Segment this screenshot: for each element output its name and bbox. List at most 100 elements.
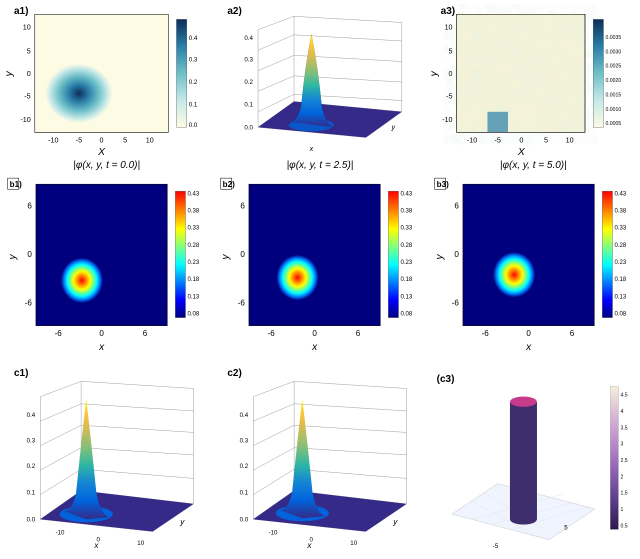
svg-text:0: 0 [454,250,459,259]
svg-text:0.0020: 0.0020 [605,78,621,84]
svg-text:6: 6 [356,329,361,338]
svg-text:0.3: 0.3 [240,438,249,445]
svg-text:6: 6 [241,201,246,210]
tag-c1: c1) [14,368,28,379]
svg-text:y: y [393,517,399,526]
surface-c1: x y 0.00.10.20.30.4 -10010 [4,366,209,555]
svg-text:0.0035: 0.0035 [605,35,621,41]
svg-text:0: 0 [99,329,104,338]
svg-text:0.0015: 0.0015 [605,92,621,98]
svg-text:6: 6 [569,329,574,338]
svg-text:0: 0 [519,137,523,145]
svg-text:-10: -10 [442,116,452,124]
svg-text:0.4: 0.4 [240,412,249,419]
svg-text:-6: -6 [268,329,276,338]
svg-text:0: 0 [310,537,314,544]
svg-text:0.3: 0.3 [245,56,254,63]
svg-text:2: 2 [620,474,623,480]
svg-text:0.4: 0.4 [245,35,254,42]
svg-text:10: 10 [351,540,358,547]
svg-text:5: 5 [123,137,127,145]
svg-text:y: y [4,70,15,77]
svg-text:0: 0 [27,70,31,78]
svg-text:-10: -10 [269,530,278,537]
svg-text:-10: -10 [467,137,477,145]
svg-text:0.3: 0.3 [27,438,36,445]
svg-text:0.08: 0.08 [401,312,413,318]
svg-text:0.2: 0.2 [245,79,254,86]
tag-a1: a1) [14,6,28,17]
panel-b2: |φ(x, y, t = 2.5)| b2) -606 -606 x y 0.0… [213,162,426,362]
tag-c2: c2) [227,368,241,379]
svg-text:4: 4 [620,409,623,415]
svg-text:-6: -6 [451,298,459,307]
svg-text:1.5: 1.5 [620,491,627,497]
svg-text:0: 0 [27,250,32,259]
svg-text:0.13: 0.13 [188,294,200,300]
svg-text:0.3: 0.3 [189,56,198,63]
svg-text:b1): b1) [10,180,22,189]
svg-text:0.0030: 0.0030 [605,49,621,55]
svg-text:0: 0 [313,329,318,338]
svg-text:0.28: 0.28 [401,243,413,249]
figure-grid: a1) -10 -5 0 5 10 -10 -5 0 5 10 X [0,0,640,559]
svg-text:0.2: 0.2 [27,463,36,470]
tag-a3: a3) [441,6,455,17]
svg-text:0.18: 0.18 [614,277,626,283]
svg-text:0: 0 [100,137,104,145]
svg-text:x: x [311,342,318,353]
panel-a1: a1) -10 -5 0 5 10 -10 -5 0 5 10 X [0,0,213,162]
svg-text:y: y [8,253,19,260]
svg-text:10: 10 [137,540,144,547]
svg-text:-6: -6 [25,298,33,307]
svg-text:10: 10 [146,137,154,145]
svg-text:5: 5 [564,524,568,531]
svg-text:-5: -5 [24,92,30,100]
svg-text:0.23: 0.23 [614,260,626,266]
svg-text:4.5: 4.5 [620,393,627,399]
svg-text:1: 1 [620,507,623,513]
svg-text:-6: -6 [238,298,246,307]
svg-text:0: 0 [241,250,246,259]
svg-text:0.38: 0.38 [614,208,626,214]
svg-text:y: y [221,253,232,260]
svg-text:-5: -5 [446,92,452,100]
panel-c2: c2) x y 0.00.10.20.30.4 -10010 [213,362,426,559]
svg-text:3: 3 [620,442,623,448]
svg-text:0.43: 0.43 [614,191,626,197]
svg-text:0: 0 [526,329,531,338]
svg-text:0.23: 0.23 [188,260,200,266]
svg-text:6: 6 [27,201,32,210]
svg-text:0.28: 0.28 [614,243,626,249]
svg-text:0.1: 0.1 [245,102,254,109]
svg-text:0.0005: 0.0005 [605,121,621,127]
heatmap-b2: b2) -606 -606 x y 0.080.130.180.230.280.… [217,166,422,358]
svg-text:10: 10 [23,24,31,32]
svg-text:0.2: 0.2 [189,79,198,86]
svg-text:b3): b3) [436,180,448,189]
svg-text:0.08: 0.08 [614,312,626,318]
svg-text:b2): b2) [223,180,235,189]
tag-a2: a2) [227,6,241,17]
svg-text:0.1: 0.1 [27,490,36,497]
svg-text:0.13: 0.13 [401,294,413,300]
svg-text:0.1: 0.1 [240,490,249,497]
svg-text:0.33: 0.33 [188,226,200,232]
svg-text:0: 0 [448,70,452,78]
svg-text:0.0: 0.0 [240,516,249,523]
svg-text:0.13: 0.13 [614,294,626,300]
svg-text:y: y [179,517,185,526]
svg-text:X: X [517,147,526,158]
panel-a3: a3) -10 -5 0 5 10 -10 -5 0 5 10 X y [427,0,640,162]
svg-text:5: 5 [27,47,31,55]
svg-text:0.18: 0.18 [188,277,200,283]
svg-text:0.23: 0.23 [401,260,413,266]
svg-text:0.18: 0.18 [401,277,413,283]
svg-text:0.1: 0.1 [189,102,198,109]
svg-text:0.0: 0.0 [27,516,36,523]
svg-text:0.0025: 0.0025 [605,64,621,70]
svg-text:10: 10 [565,137,573,145]
svg-text:0.4: 0.4 [189,35,198,42]
svg-text:-10: -10 [48,137,58,145]
svg-text:x: x [525,342,532,353]
